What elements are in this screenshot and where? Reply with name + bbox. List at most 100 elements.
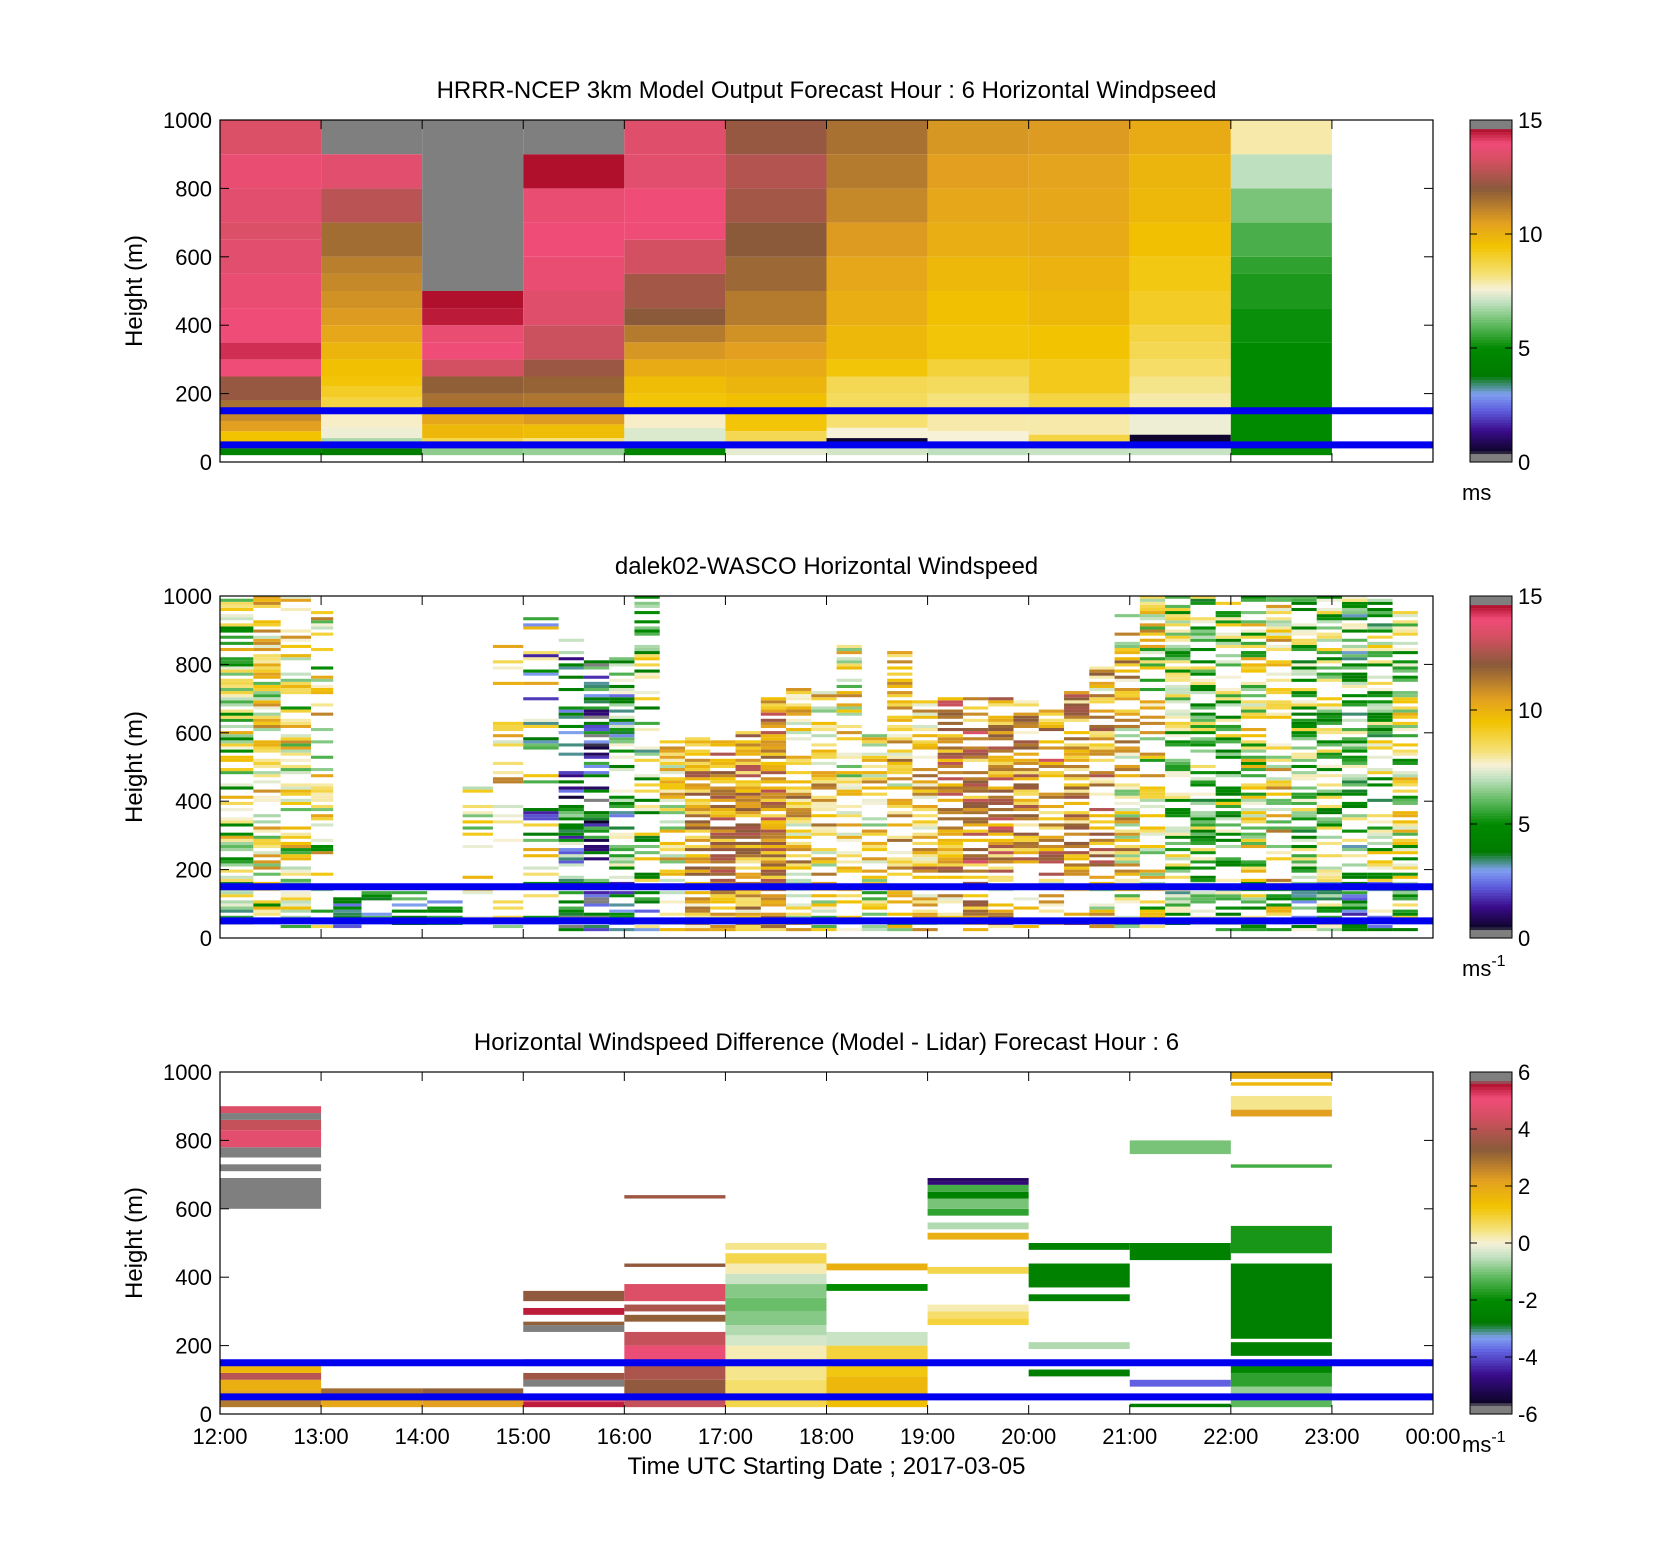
heatmap-cell [1316,823,1343,827]
heatmap-cell [609,832,635,836]
heatmap-cell [220,709,254,713]
heatmap-cell [1215,623,1241,627]
colorbar-swatch [1470,1186,1512,1190]
heatmap-cell [1215,697,1241,701]
heatmap-cell [253,663,281,667]
heatmap-cell [1013,838,1039,842]
heatmap-cell [523,718,559,722]
heatmap-cell [1190,875,1216,879]
heatmap-cell [1342,604,1368,608]
colorbar-swatch [1470,199,1512,204]
heatmap-cell [962,801,989,805]
heatmap-cell [1392,826,1418,830]
heatmap-cell [1266,620,1292,624]
heatmap-cell [253,841,281,845]
heatmap-cell [634,872,660,876]
heatmap-cell [253,669,281,673]
heatmap-cell [1165,857,1191,861]
heatmap-cell [1215,774,1241,778]
heatmap-cell [725,256,827,291]
heatmap-cell [760,826,787,830]
heatmap-cell [1165,891,1191,895]
heatmap-cell [1139,752,1166,756]
heatmap-cell [1291,894,1317,898]
heatmap-cell [1316,783,1343,787]
heatmap-cell [725,1243,827,1250]
heatmap-cell [937,900,963,904]
heatmap-cell [710,860,736,864]
heatmap-cell [710,771,736,775]
heatmap-cell [1038,857,1065,861]
heatmap-cell [1230,1164,1332,1168]
heatmap-cell [735,786,761,790]
heatmap-cell [310,848,334,852]
heatmap-cell [321,410,423,428]
heatmap-cell [1139,706,1166,710]
colorbar-swatch [1470,758,1512,762]
heatmap-cell [684,758,711,762]
heatmap-cell [962,832,989,836]
heatmap-cell [1089,774,1115,778]
heatmap-cell [725,1362,827,1380]
heatmap-cell [887,857,913,861]
heatmap-cell [609,715,635,719]
heatmap-cell [811,801,837,805]
heatmap-cell [583,764,610,769]
heatmap-cell [1392,629,1418,633]
heatmap-cell [1367,647,1393,652]
y-axis-label: Height (m) [121,711,148,823]
heatmap-cell [937,703,963,707]
heatmap-cell [1013,789,1039,793]
heatmap-cell [937,848,963,852]
heatmap-cell [710,764,736,769]
y-tick-label: 0 [200,1402,212,1427]
heatmap-cell [1392,660,1418,664]
heatmap-cell [1013,851,1039,855]
heatmap-cell [836,869,862,873]
heatmap-cell [1291,678,1317,682]
colorbar-swatch [1470,422,1512,426]
heatmap-cell [220,783,254,787]
heatmap-cell [220,691,254,695]
heatmap-cell [937,755,963,759]
heatmap-cell [1240,758,1267,762]
colorbar-swatch [1470,359,1512,363]
heatmap-cell [220,663,254,667]
heatmap-cell [558,808,584,812]
heatmap-cell [826,256,928,291]
heatmap-cell [558,915,584,919]
heatmap-cell [725,1335,827,1346]
heatmap-cell [1114,860,1140,864]
heatmap-cell [253,820,281,824]
heatmap-cell [962,789,989,793]
heatmap-cell [988,798,1014,802]
heatmap-cell [1089,915,1115,919]
heatmap-cell [1367,629,1393,633]
heatmap-cell [836,777,862,781]
heatmap-cell [1291,863,1317,867]
heatmap-cell [634,620,660,624]
heatmap-cell [634,663,660,667]
heatmap-cell [492,761,524,765]
heatmap-cell [684,752,711,756]
colorbar-swatch [1470,1345,1512,1350]
heatmap-cell [609,789,635,793]
heatmap-cell [583,675,610,679]
heatmap-cell [1240,654,1267,658]
heatmap-cell [634,777,660,781]
heatmap-cell [253,774,281,778]
heatmap-cell [1291,632,1317,636]
heatmap-cell [583,820,610,824]
heatmap-cell [988,808,1014,812]
heatmap-cell [962,875,989,879]
heatmap-cell [1165,894,1191,898]
heatmap-cell [634,675,660,679]
heatmap-cell [1316,697,1343,701]
heatmap-cell [725,359,827,377]
heatmap-cell [912,715,938,719]
heatmap-cell [988,749,1014,753]
heatmap-cell [887,823,913,827]
heatmap-cell [220,795,254,799]
heatmap-cell [1038,761,1065,765]
heatmap-cell [962,783,989,787]
